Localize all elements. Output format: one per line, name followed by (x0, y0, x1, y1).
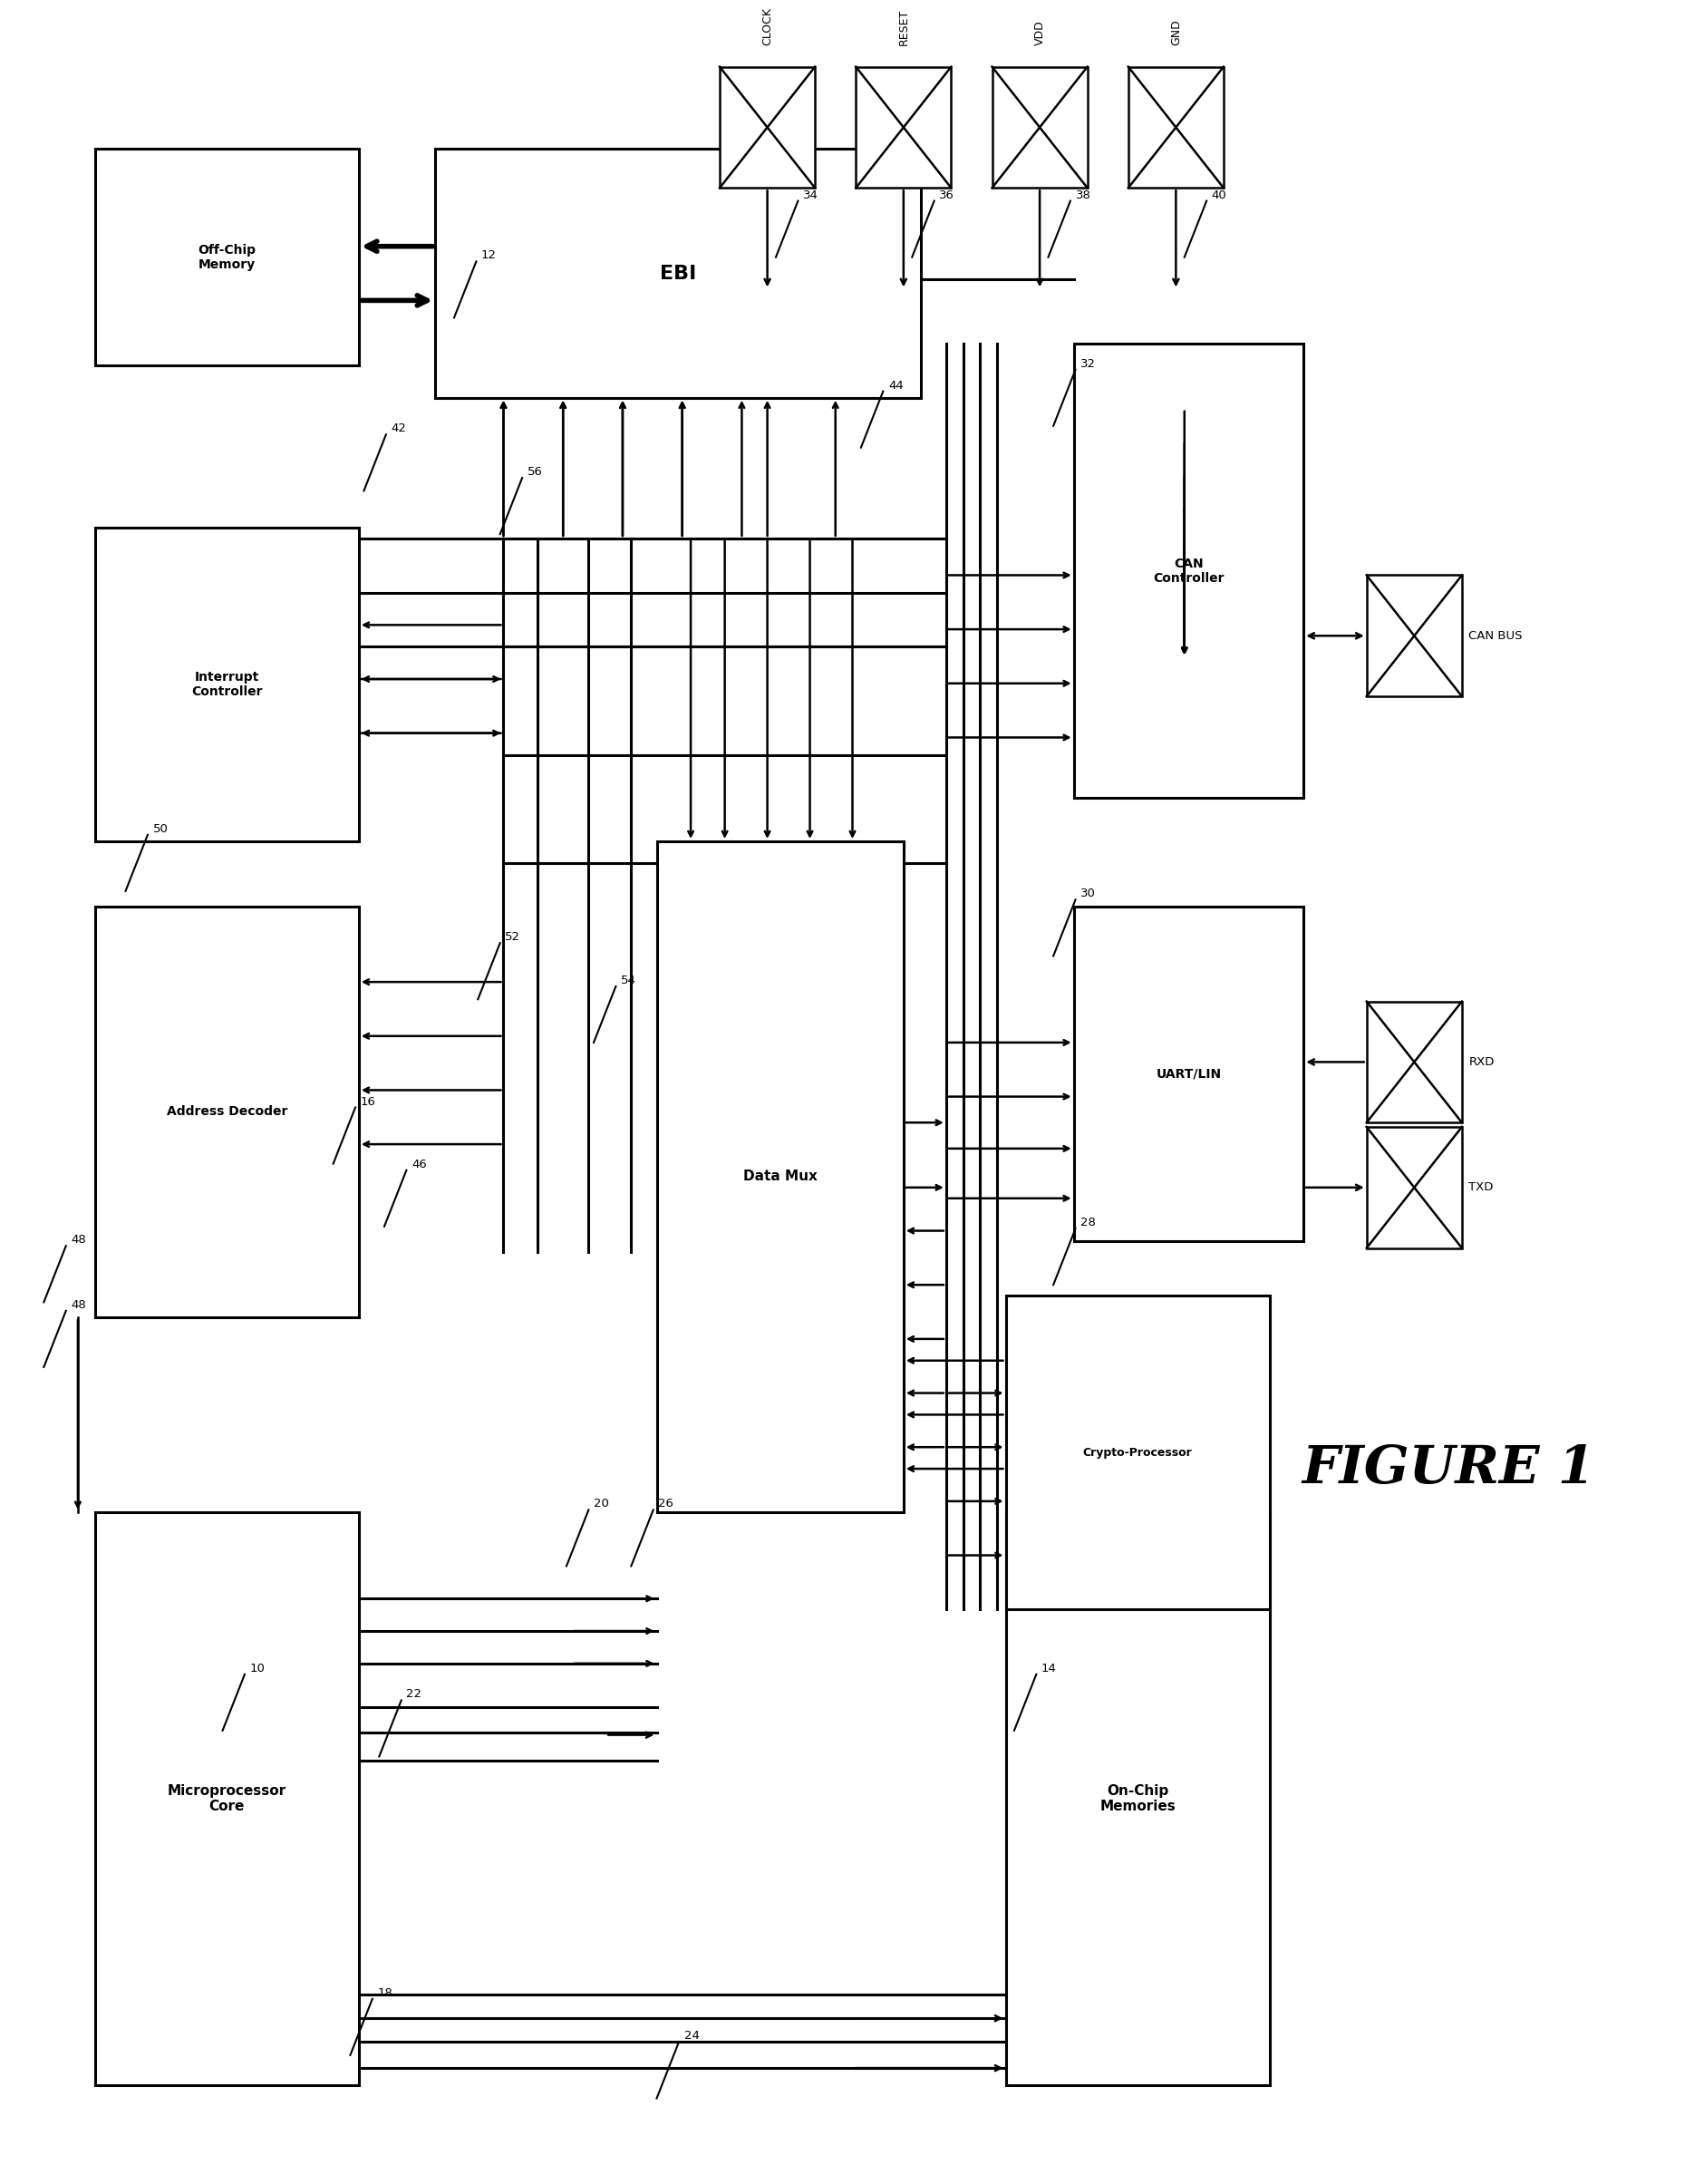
Text: 38: 38 (1075, 190, 1091, 201)
Text: 42: 42 (390, 424, 406, 435)
Text: EBI: EBI (659, 264, 695, 282)
Text: Data Mux: Data Mux (743, 1171, 816, 1184)
Text: 34: 34 (803, 190, 818, 201)
FancyBboxPatch shape (435, 149, 920, 397)
FancyBboxPatch shape (1074, 906, 1304, 1241)
Text: 22: 22 (406, 1688, 421, 1701)
Text: Interrupt
Controller: Interrupt Controller (191, 670, 262, 699)
Text: 50: 50 (153, 823, 169, 834)
Text: 26: 26 (658, 1498, 673, 1509)
Text: FIGURE 1: FIGURE 1 (1300, 1444, 1593, 1494)
Text: 12: 12 (481, 249, 496, 262)
Text: 56: 56 (527, 465, 542, 478)
Text: On-Chip
Memories: On-Chip Memories (1099, 1784, 1176, 1813)
FancyBboxPatch shape (719, 68, 815, 188)
Text: 44: 44 (888, 380, 903, 391)
Text: 30: 30 (1080, 889, 1096, 900)
FancyBboxPatch shape (95, 529, 358, 841)
Text: Address Decoder: Address Decoder (167, 1105, 286, 1118)
FancyBboxPatch shape (1074, 343, 1304, 797)
Text: Crypto-Processor: Crypto-Processor (1082, 1446, 1191, 1459)
FancyBboxPatch shape (95, 906, 358, 1317)
FancyBboxPatch shape (1005, 1295, 1269, 1610)
Text: CLOCK: CLOCK (762, 7, 774, 46)
Text: UART/LIN: UART/LIN (1155, 1068, 1220, 1081)
FancyBboxPatch shape (1367, 1127, 1460, 1247)
Text: 20: 20 (593, 1498, 608, 1509)
Text: 40: 40 (1212, 190, 1227, 201)
Text: 52: 52 (504, 930, 520, 943)
Text: 48: 48 (72, 1299, 87, 1310)
Text: Off-Chip
Memory: Off-Chip Memory (198, 242, 256, 271)
Text: 36: 36 (939, 190, 954, 201)
Text: RXD: RXD (1467, 1057, 1494, 1068)
Text: GND: GND (1169, 20, 1181, 46)
FancyBboxPatch shape (992, 68, 1087, 188)
Text: VDD: VDD (1033, 20, 1045, 46)
FancyBboxPatch shape (1128, 68, 1223, 188)
Text: 24: 24 (683, 2031, 699, 2042)
FancyBboxPatch shape (1367, 1002, 1460, 1123)
Text: 28: 28 (1080, 1216, 1096, 1230)
Text: 46: 46 (411, 1158, 426, 1171)
Text: CAN BUS: CAN BUS (1467, 629, 1522, 642)
Text: 10: 10 (250, 1662, 264, 1675)
FancyBboxPatch shape (1005, 1511, 1269, 2086)
Text: CAN
Controller: CAN Controller (1152, 557, 1223, 585)
FancyBboxPatch shape (1367, 574, 1460, 697)
Text: TXD: TXD (1467, 1182, 1493, 1192)
Text: 54: 54 (620, 974, 636, 987)
Text: RESET: RESET (898, 9, 908, 46)
FancyBboxPatch shape (855, 68, 951, 188)
Text: 32: 32 (1080, 358, 1096, 369)
Text: 14: 14 (1041, 1662, 1056, 1675)
Text: 18: 18 (377, 1987, 392, 1998)
FancyBboxPatch shape (95, 1511, 358, 2086)
FancyBboxPatch shape (656, 841, 903, 1511)
Text: Microprocessor
Core: Microprocessor Core (167, 1784, 286, 1813)
FancyBboxPatch shape (95, 149, 358, 365)
Text: 16: 16 (360, 1096, 375, 1107)
Text: 48: 48 (72, 1234, 87, 1245)
